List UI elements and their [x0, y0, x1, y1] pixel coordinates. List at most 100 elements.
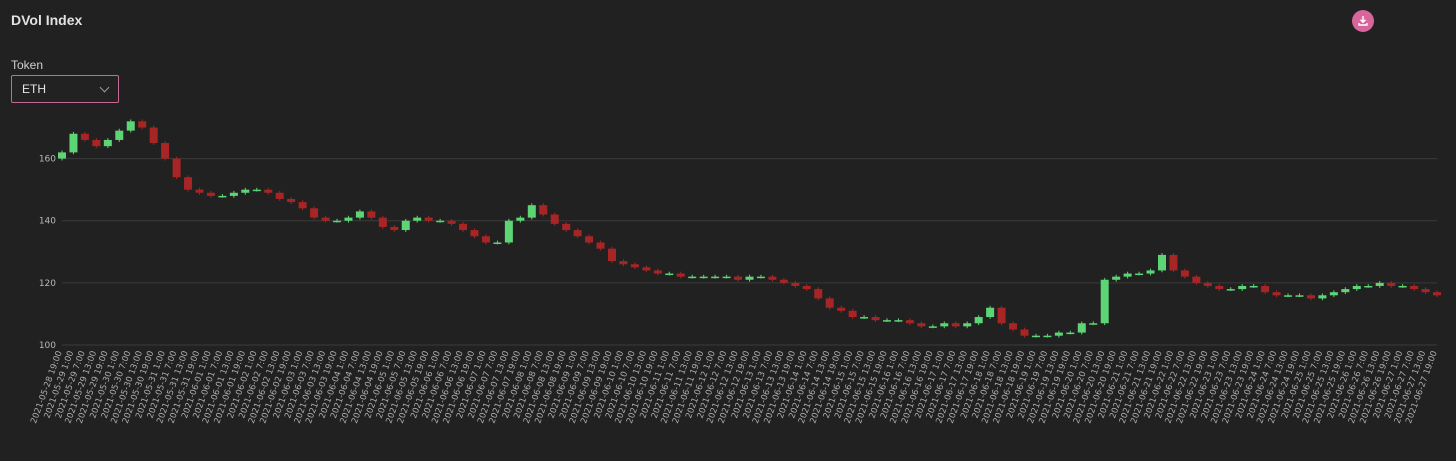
- candle-body: [997, 307, 1006, 324]
- candle-body: [825, 298, 834, 308]
- candle-body: [894, 320, 903, 322]
- candle-body: [585, 236, 594, 243]
- candle-body: [756, 276, 765, 279]
- candle-body: [1192, 276, 1201, 283]
- candle-body: [401, 220, 410, 231]
- candle-body: [1100, 279, 1109, 324]
- candle-body: [481, 236, 490, 243]
- candle-body: [493, 242, 502, 244]
- candle-body: [802, 285, 811, 290]
- candle-body: [791, 282, 800, 286]
- candle-body: [1341, 289, 1350, 293]
- candle-body: [206, 192, 215, 196]
- candle-body: [1031, 335, 1040, 338]
- candle-body: [1146, 270, 1155, 274]
- candle-body: [745, 276, 754, 280]
- candle-body: [676, 273, 685, 277]
- candle-body: [1364, 285, 1373, 288]
- candle-body: [527, 205, 536, 218]
- candle-body: [768, 276, 777, 280]
- candle-body: [1272, 292, 1281, 296]
- candle-body: [630, 264, 639, 268]
- candle-body: [504, 220, 513, 243]
- candle-body: [1043, 335, 1052, 338]
- candle-body: [539, 205, 548, 215]
- candle-body: [459, 223, 468, 231]
- candle-body: [378, 217, 387, 227]
- candle-body: [1066, 332, 1075, 335]
- candle-body: [80, 133, 89, 140]
- candle-body: [871, 317, 880, 321]
- candle-body: [951, 323, 960, 327]
- candle-body: [837, 307, 846, 311]
- candle-body: [184, 177, 193, 190]
- candle-body: [172, 158, 181, 178]
- candle-body: [310, 208, 319, 218]
- candle-body: [1077, 323, 1086, 333]
- y-tick-label: 140: [39, 217, 56, 227]
- candle-body: [665, 273, 674, 276]
- candle-body: [69, 133, 78, 153]
- candle-body: [734, 276, 743, 280]
- candle-body: [149, 127, 158, 144]
- candle-body: [1135, 273, 1144, 276]
- candle-body: [1089, 323, 1098, 325]
- page-title: DVol Index: [11, 12, 83, 28]
- candle-body: [779, 279, 788, 283]
- candle-body: [287, 198, 296, 203]
- download-icon: [1358, 16, 1368, 26]
- candle-body: [321, 217, 330, 221]
- candle-body: [1249, 285, 1258, 288]
- candle-body: [860, 317, 869, 319]
- candle-body: [298, 202, 307, 209]
- token-select-value: ETH: [22, 82, 46, 96]
- candle-body: [1284, 295, 1293, 297]
- candle-body: [1433, 292, 1441, 296]
- candle-body: [241, 189, 250, 193]
- download-button[interactable]: [1352, 10, 1374, 32]
- candle-body: [974, 317, 983, 324]
- candle-body: [1375, 282, 1384, 286]
- token-select[interactable]: ETH: [11, 75, 119, 103]
- candle-body: [1215, 285, 1224, 290]
- candle-body: [642, 267, 651, 271]
- candle-body: [608, 248, 616, 262]
- candle-body: [1158, 254, 1166, 271]
- candle-body: [516, 217, 525, 221]
- candle-body: [1387, 282, 1396, 286]
- token-label: Token: [11, 58, 44, 72]
- candle-body: [550, 214, 559, 224]
- candle-body: [963, 323, 972, 327]
- candle-body: [138, 121, 147, 128]
- candle-body: [928, 326, 937, 328]
- candle-body: [1180, 270, 1189, 277]
- candle-body: [161, 143, 170, 159]
- candle-body: [1410, 285, 1419, 290]
- candle-body: [573, 230, 582, 237]
- candle-body: [619, 261, 628, 265]
- candle-body: [814, 289, 823, 299]
- candle-body: [1020, 329, 1029, 336]
- candle-body: [447, 220, 456, 224]
- candle-body: [986, 307, 995, 318]
- candle-body: [126, 121, 135, 131]
- candle-body: [413, 217, 422, 221]
- candle-body: [848, 310, 857, 318]
- candle-body: [436, 220, 445, 223]
- candle-body: [470, 230, 479, 237]
- candle-body: [940, 323, 949, 327]
- candle-body: [711, 276, 720, 279]
- candle-body: [58, 152, 66, 159]
- candle-body: [390, 226, 399, 231]
- y-tick-label: 120: [39, 279, 56, 289]
- candle-body: [596, 242, 605, 249]
- candle-body: [1352, 285, 1361, 290]
- candle-body: [195, 189, 204, 193]
- candle-body: [917, 323, 926, 327]
- candle-body: [1123, 273, 1132, 277]
- candle-body: [1398, 285, 1407, 288]
- candle-body: [252, 189, 261, 192]
- candle-body: [1329, 292, 1338, 296]
- candle-body: [115, 130, 124, 140]
- candle-body: [424, 217, 433, 221]
